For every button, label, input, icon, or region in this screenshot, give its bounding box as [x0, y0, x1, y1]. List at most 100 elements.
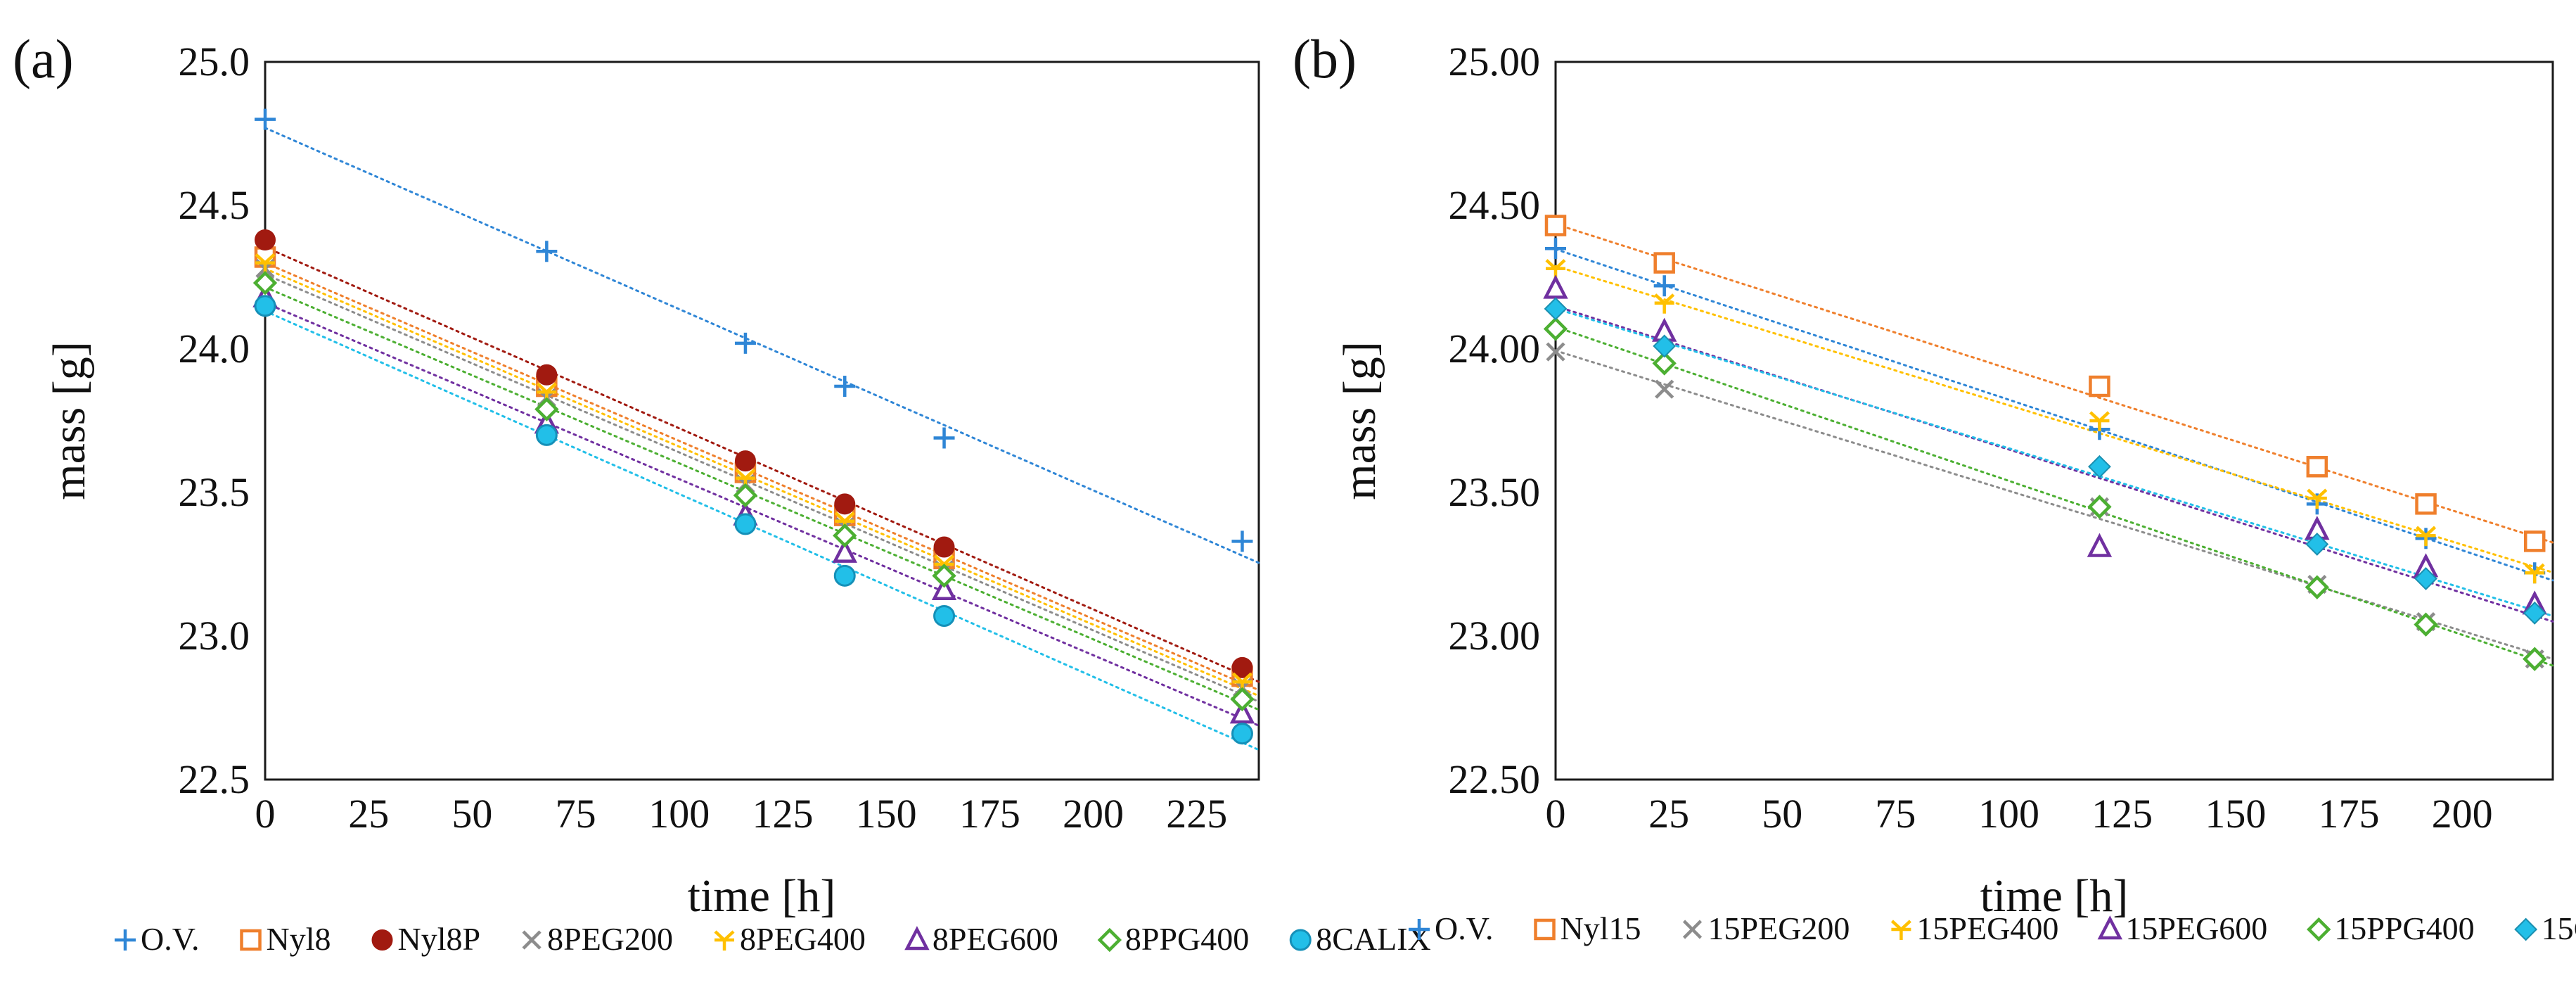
data-point	[1543, 317, 1568, 341]
legend-item: 15PEG600	[2097, 910, 2267, 946]
data-point	[252, 270, 278, 296]
data-point	[2414, 566, 2437, 590]
data-point	[2306, 456, 2328, 478]
series-15peg400	[1545, 259, 2545, 584]
panel-label: (b)	[1293, 28, 1357, 89]
data-point	[1231, 530, 1253, 552]
y-axis-title: mass [g]	[44, 341, 95, 500]
series-8peg600	[252, 283, 1255, 724]
y-tick-label: 22.5	[179, 756, 250, 802]
data-point	[834, 493, 856, 515]
data-point	[1231, 656, 1253, 678]
plot-area	[264, 61, 1260, 781]
data-point	[733, 483, 758, 508]
trendline-nyl8	[264, 262, 1260, 692]
data-point	[931, 576, 957, 600]
data-point	[2523, 647, 2547, 671]
legend-item: 8PEG600	[904, 921, 1058, 957]
data-point	[1231, 723, 1253, 745]
data-point	[1230, 687, 1255, 711]
legend-label: 8PEG200	[547, 921, 673, 957]
data-point	[255, 229, 276, 250]
x-tick-label: 175	[2318, 791, 2379, 837]
data-point	[2087, 495, 2112, 519]
trendline-15peg400	[1554, 265, 2554, 574]
data-point	[833, 564, 856, 587]
x-tick-label: 100	[648, 791, 710, 837]
legend-label: 15CALIX	[2542, 910, 2576, 946]
data-point	[734, 513, 757, 535]
legend-marker	[1890, 920, 1911, 940]
y-tick-label: 22.50	[1449, 756, 1541, 802]
y-tick-label: 25.0	[179, 39, 250, 84]
trendline-15peg200	[1554, 349, 2554, 661]
legend-item: O.V.	[115, 921, 200, 957]
data-point	[2088, 455, 2111, 478]
data-point	[834, 376, 856, 398]
legend-marker	[2307, 917, 2331, 942]
legend-item: 15PEG400	[1890, 910, 2058, 946]
data-point	[734, 450, 756, 472]
x-tick-label: 200	[2432, 791, 2493, 837]
series-15peg200	[1546, 342, 2544, 669]
series-o-v-	[255, 108, 1253, 552]
data-point	[534, 397, 559, 421]
data-point	[1654, 293, 1675, 314]
legend-marker	[904, 926, 930, 951]
trendline-nyl15	[1554, 223, 2554, 544]
data-point	[1653, 275, 1675, 297]
data-point	[536, 241, 558, 262]
legend-marker	[371, 929, 393, 951]
y-tick-label: 25.00	[1449, 39, 1541, 84]
chart-panel-a: (a) 22.5 23.0 23.5 24.0 24.5 25.0 0 25 50 75 100 125…	[13, 28, 1431, 957]
legend-marker	[1534, 918, 1556, 941]
legend-marker	[1097, 927, 1122, 953]
trendline-15peg600	[1554, 305, 2554, 623]
legend-item: O.V.	[1409, 910, 1494, 946]
trendline-8calix	[264, 310, 1260, 751]
y-tick-label: 24.00	[1449, 326, 1541, 371]
data-point	[2087, 533, 2113, 557]
x-tick-label: 25	[348, 791, 389, 837]
data-point	[933, 427, 955, 449]
legend-label: 15PEG200	[1708, 910, 1850, 946]
legend-marker	[1682, 920, 1703, 939]
data-point	[1231, 672, 1252, 693]
data-point	[2089, 375, 2110, 398]
legend-item: 15CALIX	[2514, 910, 2576, 946]
series-o-v-	[1545, 238, 2546, 584]
legend: O.V. Nyl15 15PEG200 15PEG400 15PEG600 15PPG40…	[1409, 910, 2576, 946]
legend-label: 15PEG600	[2125, 910, 2267, 946]
data-point	[1652, 351, 1677, 376]
data-point	[1655, 379, 1674, 399]
data-point	[1545, 238, 1566, 260]
data-point	[1653, 334, 1677, 358]
x-tick-label: 50	[451, 791, 492, 837]
trendline-8peg400	[264, 267, 1260, 697]
x-tick-label: 75	[556, 791, 596, 837]
trendline-8peg600	[264, 302, 1260, 727]
legend-label: Nyl15	[1561, 910, 1641, 946]
legend-label: O.V.	[1435, 910, 1494, 946]
x-tick-label: 50	[1762, 791, 1802, 837]
series-nyl15	[1544, 215, 2546, 552]
legend-item: Nyl8P	[371, 921, 480, 957]
y-tick-label: 24.0	[179, 326, 250, 371]
legend-marker	[1409, 919, 1430, 940]
y-tick-label: 24.50	[1449, 182, 1541, 228]
x-tick-label: 125	[752, 791, 813, 837]
legend-item: Nyl15	[1534, 910, 1641, 946]
legend-item: 8PEG400	[714, 921, 866, 957]
data-point	[1653, 252, 1675, 274]
y-tick-label: 23.50	[1449, 469, 1541, 515]
x-tick-label: 225	[1166, 791, 1227, 837]
x-tick-label: 125	[2091, 791, 2153, 837]
x-tick-label: 0	[255, 791, 276, 837]
x-tick-label: 100	[1978, 791, 2039, 837]
data-point	[734, 332, 756, 354]
y-tick-label: 24.5	[179, 182, 250, 228]
data-point	[933, 536, 955, 558]
plot-area	[1554, 61, 2554, 781]
data-point	[1229, 699, 1255, 724]
